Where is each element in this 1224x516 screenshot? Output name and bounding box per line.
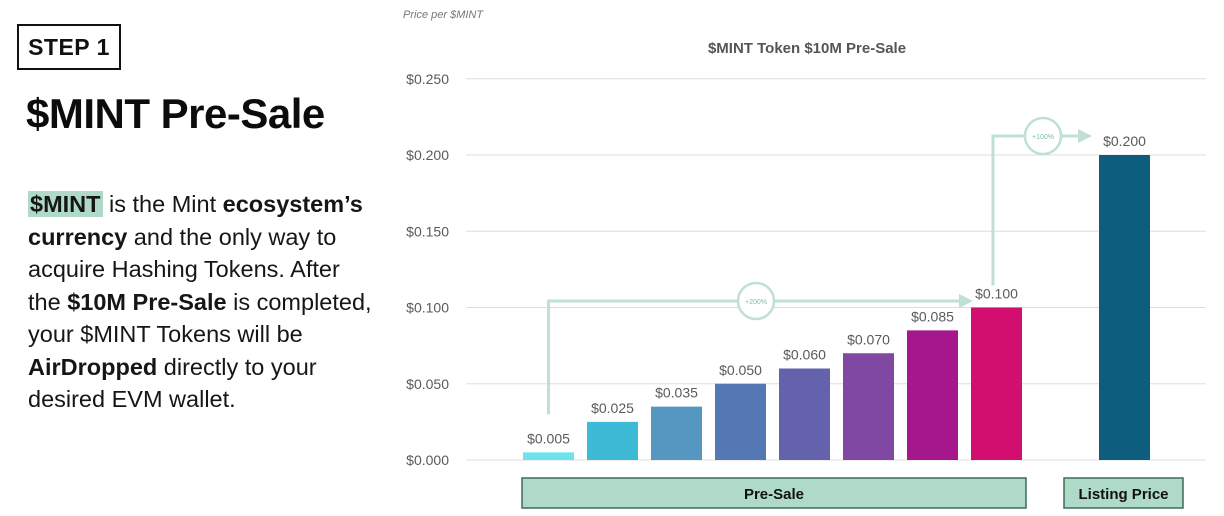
group-label: Listing Price (1078, 486, 1168, 503)
y-tick-label: $0.000 (406, 452, 449, 468)
description-text: $MINT is the Mint ecosystem’s currency a… (28, 188, 373, 416)
y-axis-label: Price per $MINT (403, 9, 484, 21)
bar (907, 330, 958, 460)
bar (587, 421, 638, 460)
bar (1099, 155, 1150, 460)
bar-value-label: $0.050 (719, 362, 762, 378)
body-text: is the Mint (102, 191, 223, 217)
annotation-badge (736, 281, 776, 321)
bar (843, 353, 894, 460)
emphasis-text: ecosystem’s currency (28, 191, 363, 250)
y-tick-label: $0.250 (406, 71, 449, 87)
annotation-badge (1023, 116, 1063, 156)
bar (971, 307, 1022, 460)
y-tick-label: $0.200 (406, 147, 449, 163)
bar-value-label: $0.060 (783, 347, 826, 363)
body-text: and the only way to acquire Hashing Toke… (28, 223, 340, 315)
y-tick-label: $0.050 (406, 376, 449, 392)
listing-arrowhead (1078, 129, 1092, 143)
annotation-label: +100% (1032, 134, 1054, 141)
growth-arrowhead (959, 294, 973, 308)
listing-arrow-line (991, 134, 1083, 286)
y-tick-label: $0.100 (406, 300, 449, 316)
growth-arrow-line (547, 299, 964, 415)
bar-value-label: $0.035 (655, 385, 698, 401)
bar (651, 406, 702, 460)
bar-value-label: $0.085 (911, 308, 954, 324)
group-box (1063, 477, 1184, 509)
emphasis-text: $10M Pre-Sale (67, 288, 227, 315)
group-box (521, 477, 1027, 509)
group-label: Pre-Sale (744, 486, 804, 503)
body-text: is completed, your $MINT Tokens will be (28, 288, 372, 348)
page-title: $MINT Pre-Sale (26, 90, 325, 137)
bar (523, 452, 574, 460)
chart-title: $MINT Token $10M Pre-Sale (708, 40, 906, 57)
bar-value-label: $0.025 (591, 400, 634, 416)
y-tick-label: $0.150 (406, 223, 449, 239)
emphasis-text: AirDropped (28, 353, 158, 380)
bar-value-label: $0.200 (1103, 133, 1146, 149)
bar-value-label: $0.005 (527, 430, 570, 446)
token-highlight: $MINT (28, 191, 103, 217)
body-text: directly to your desired EVM wallet. (28, 353, 317, 413)
annotation-label: +200% (745, 299, 767, 306)
bar-value-label: $0.070 (847, 331, 890, 347)
bar-value-label: $0.100 (975, 286, 1018, 302)
bar (715, 383, 766, 460)
bar (779, 368, 830, 460)
step-badge: STEP 1 (17, 24, 121, 70)
